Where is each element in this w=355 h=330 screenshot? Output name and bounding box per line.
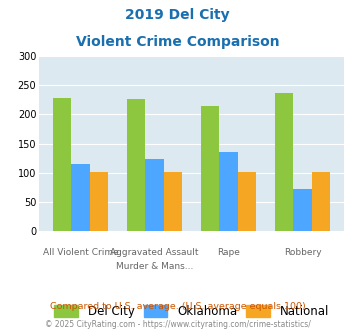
Bar	[312, 172, 331, 231]
Bar	[238, 172, 256, 231]
Bar	[71, 164, 90, 231]
Text: Robbery: Robbery	[284, 248, 322, 257]
Bar	[90, 172, 108, 231]
Text: All Violent Crime: All Violent Crime	[43, 248, 119, 257]
Text: 2019 Del City: 2019 Del City	[125, 8, 230, 22]
Bar	[219, 152, 238, 231]
Bar	[146, 159, 164, 231]
Text: Murder & Mans...: Murder & Mans...	[116, 262, 193, 271]
Text: Rape: Rape	[217, 248, 240, 257]
Bar	[127, 99, 146, 231]
Text: © 2025 CityRating.com - https://www.cityrating.com/crime-statistics/: © 2025 CityRating.com - https://www.city…	[45, 320, 310, 329]
Bar	[53, 98, 71, 231]
Bar	[275, 93, 294, 231]
Bar	[294, 189, 312, 231]
Text: Aggravated Assault: Aggravated Assault	[110, 248, 199, 257]
Text: Violent Crime Comparison: Violent Crime Comparison	[76, 35, 279, 49]
Bar	[164, 172, 182, 231]
Text: Compared to U.S. average. (U.S. average equals 100): Compared to U.S. average. (U.S. average …	[50, 302, 305, 311]
Legend: Del City, Oklahoma, National: Del City, Oklahoma, National	[50, 300, 334, 322]
Bar	[201, 106, 219, 231]
